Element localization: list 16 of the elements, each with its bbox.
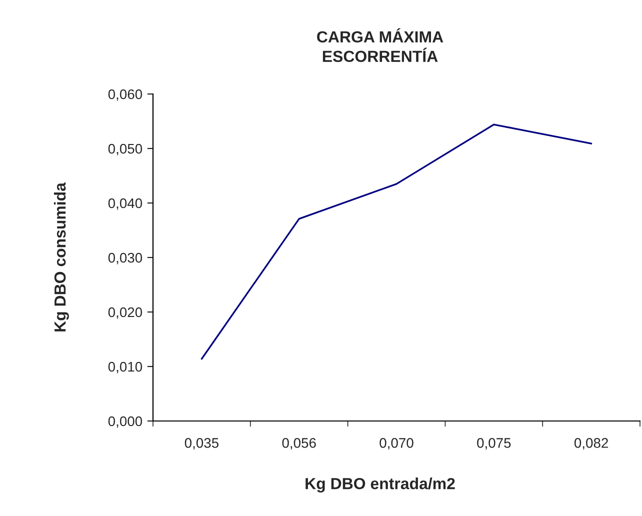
x-axis-title: Kg DBO entrada/m2: [306, 478, 455, 492]
y-tick-label: 0,010: [108, 362, 142, 374]
y-tick-label: 0,000: [108, 416, 142, 428]
chart-title: CARGA MÁXIMA ESCORRENTÍA: [317, 28, 444, 62]
x-tick-label: 0,082: [574, 438, 608, 450]
x-tick-label: 0,075: [477, 438, 511, 450]
line-series: [200, 124, 592, 360]
y-tick-label: 0,020: [108, 307, 142, 319]
y-tick-label: 0,040: [108, 198, 142, 210]
x-tick-label: 0,035: [184, 438, 218, 450]
x-tick-label: 0,070: [380, 438, 414, 450]
y-tick-label: 0,030: [108, 252, 142, 264]
y-tick-label: 0,060: [108, 89, 142, 101]
y-axis-title: Kg DBO consumida: [54, 182, 69, 332]
y-tick-label: 0,050: [108, 144, 142, 156]
x-tick-label: 0,056: [282, 438, 316, 450]
